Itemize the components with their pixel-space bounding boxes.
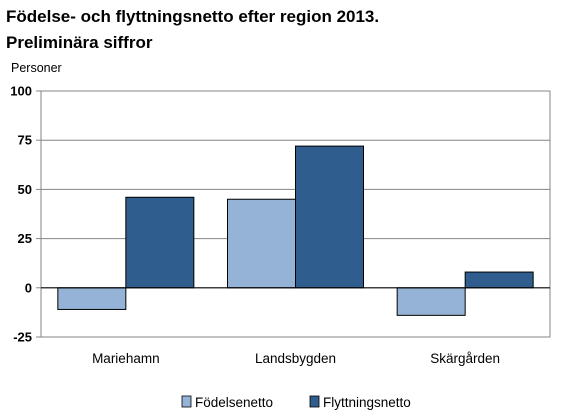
legend: Födelsenetto Flyttningsnetto xyxy=(181,395,411,410)
legend-swatch xyxy=(309,395,320,408)
chart-title: Födelse- och flyttningsnetto efter regio… xyxy=(6,7,380,26)
y-tick-label: 75 xyxy=(18,133,32,148)
legend-label: Flyttningsnetto xyxy=(323,395,411,410)
y-tick-label: 0 xyxy=(25,280,32,295)
chart-subtitle: Preliminära siffror xyxy=(6,33,153,52)
x-category-label: Landsbygden xyxy=(255,351,336,366)
x-category-label: Skärgården xyxy=(430,351,500,366)
bar-födelsenetto-mariehamn xyxy=(57,287,127,310)
y-tick-label: 100 xyxy=(10,84,32,99)
bar-födelsenetto-landsbygden xyxy=(227,198,296,289)
chart-title-block: Födelse- och flyttningsnetto efter regio… xyxy=(6,4,379,56)
bar-flyttningsnetto-mariehamn xyxy=(125,196,195,289)
legend-swatch xyxy=(181,395,192,408)
bar-flyttningsnetto-skärgården xyxy=(464,271,534,289)
y-tick-label: -25 xyxy=(13,330,32,345)
legend-label: Födelsenetto xyxy=(195,395,273,410)
bar-födelsenetto-skärgården xyxy=(396,287,466,316)
y-tick-label: 50 xyxy=(18,182,32,197)
bar-flyttningsnetto-landsbygden xyxy=(295,145,364,289)
y-axis-label: Personer xyxy=(11,61,62,75)
y-tick-label: 25 xyxy=(18,231,32,246)
x-category-label: Mariehamn xyxy=(92,351,160,366)
